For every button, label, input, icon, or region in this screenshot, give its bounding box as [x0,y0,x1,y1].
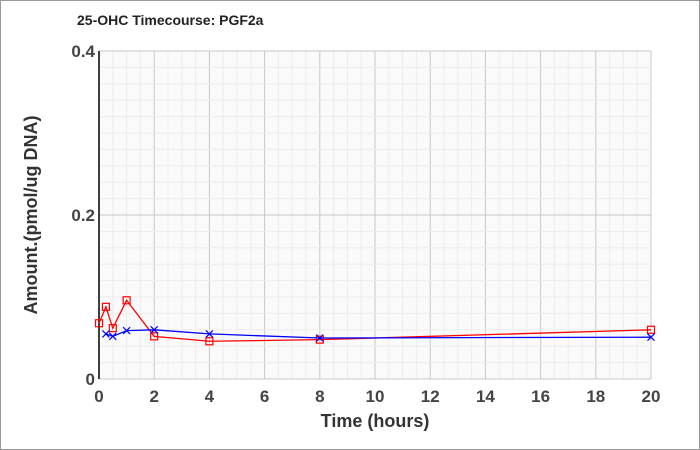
x-tick-label: 8 [315,387,324,406]
chart-title: 25-OHC Timecourse: PGF2a [77,12,264,28]
x-tick-label: 14 [476,387,495,406]
data-point-blue [647,333,655,342]
data-point-blue [150,325,159,334]
tick-labels: 0 2 4 6 8 10 12 14 16 18 20 0 0.2 0.4 [71,42,660,406]
data-point-blue [108,332,117,341]
data-point-red [150,332,159,341]
x-tick-label: 20 [642,387,661,406]
data-point-red [108,324,117,333]
data-point-blue [315,334,324,342]
data-point-blue [122,326,131,335]
data-point-red [646,325,656,334]
grid [98,50,652,380]
data-point-red [101,302,111,311]
x-tick-label: 16 [531,387,550,406]
data-point-red [94,319,104,328]
y-axis-label: Amount.(pmol/ug DNA) [21,116,41,315]
data-point-red [315,335,324,344]
x-axis-label: Time (hours) [321,411,430,431]
x-tick-label: 2 [149,387,158,406]
data-point-red [122,296,131,305]
y-tick-label: 0.2 [71,206,95,225]
data-point-blue [101,329,110,338]
series-group [94,296,656,346]
data-point-red [205,337,214,346]
x-tick-label: 0 [94,387,103,406]
x-tick-label: 4 [205,387,215,406]
y-tick-label: 0.4 [71,42,95,61]
y-tick-label: 0 [86,370,95,389]
x-tick-label: 18 [586,387,605,406]
x-tick-label: 12 [421,387,440,406]
x-tick-label: 6 [260,387,269,406]
x-tick-label: 10 [366,387,385,406]
data-point-blue [205,329,214,338]
